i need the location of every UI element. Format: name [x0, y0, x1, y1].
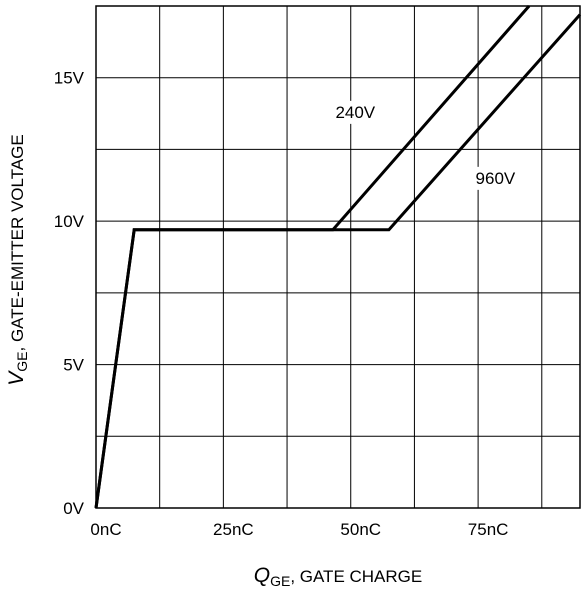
- y-tick-label-0: 0V: [63, 499, 84, 518]
- series-line-960V: [94, 13, 582, 509]
- grid-lines: [95, 5, 580, 509]
- series-line-240V: [94, 5, 531, 509]
- x-tick-label-1: 25nC: [213, 520, 254, 539]
- series-label-960V: 960V: [476, 169, 516, 188]
- plot-frame: [95, 5, 581, 509]
- y-axis-text: , GATE-EMITTER VOLTAGE: [8, 134, 27, 351]
- y-tick-labels: 0V 5V 10V 15V: [54, 69, 85, 518]
- x-tick-label-0: 0nC: [90, 520, 121, 539]
- series-label-bg-1: [471, 166, 522, 190]
- y-axis-title: VGE, GATE-EMITTER VOLTAGE: [5, 134, 30, 386]
- y-axis-subscript: GE: [14, 352, 30, 372]
- x-tick-labels: 0nC 25nC 50nC 75nC: [90, 520, 508, 539]
- x-tick-label-2: 50nC: [340, 520, 381, 539]
- y-tick-label-1: 5V: [63, 356, 84, 375]
- x-axis-subscript: GE: [270, 573, 290, 589]
- x-axis-text: , GATE CHARGE: [290, 567, 422, 586]
- series-label-bg-0: [331, 100, 382, 124]
- series-labels: 240V 960V: [331, 100, 522, 190]
- y-tick-label-2: 10V: [54, 212, 85, 231]
- series-lines: [94, 5, 582, 509]
- x-tick-label-3: 75nC: [468, 520, 509, 539]
- x-axis-title: QGE, GATE CHARGE: [254, 564, 423, 589]
- x-axis-symbol: Q: [254, 564, 270, 587]
- series-label-240V: 240V: [335, 103, 375, 122]
- y-tick-label-3: 15V: [54, 69, 85, 88]
- y-axis-symbol: V: [5, 370, 28, 386]
